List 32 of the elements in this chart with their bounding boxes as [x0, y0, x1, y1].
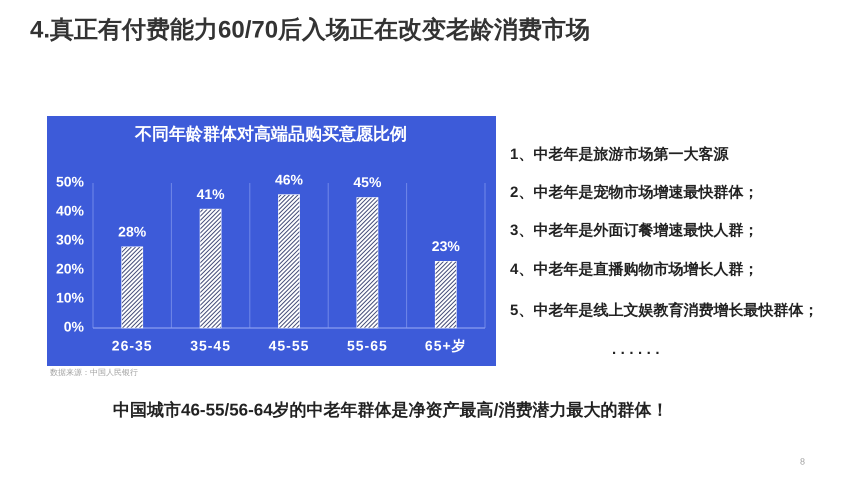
text: 8: [800, 456, 806, 466]
text: 2、中老年是宠物市场增速最快群体；: [510, 182, 758, 201]
y-tick-label: 40%: [56, 202, 85, 219]
y-tick-label: 20%: [56, 260, 85, 277]
data-label: 46%: [274, 171, 304, 188]
y-tick-label: 50%: [56, 174, 85, 190]
text: 1、中老年是旅游市场第一大客源: [510, 144, 730, 163]
bar: [200, 208, 222, 328]
bar: [356, 197, 378, 328]
source-note: 数据来源：中国人民银行: [50, 368, 138, 378]
bar: [278, 194, 300, 328]
data-label: 23%: [432, 238, 460, 254]
text: 4、中老年是直播购物市场增长人群；: [510, 260, 758, 278]
y-tick-label: 0%: [64, 318, 85, 335]
x-tick-label: 45-55: [268, 338, 310, 354]
x-tick-label: 55-65: [346, 338, 388, 354]
text: ......: [612, 340, 664, 358]
x-tick-label: 35-45: [190, 338, 232, 354]
y-tick-label: 30%: [56, 232, 85, 248]
chart-subtitle: 不同年龄群体对高端品购买意愿比例: [134, 124, 407, 144]
bar: [121, 246, 144, 328]
text: 5、中老年是线上文娱教育消费增长最快群体；: [510, 300, 818, 319]
text: 中国城市46-55/56-64岁的中老年群体是净资产最高/消费潜力最大的群体！: [113, 400, 668, 420]
x-tick-label: 26-35: [112, 338, 153, 354]
x-tick-label: 65+岁: [424, 338, 467, 354]
data-label: 45%: [353, 174, 382, 190]
data-label: 41%: [196, 186, 226, 202]
bar: [434, 261, 457, 328]
text: 3、中老年是外面订餐增速最快人群；: [510, 222, 758, 239]
y-tick-label: 10%: [56, 290, 85, 306]
chart-title: 4.真正有付费能力60/70后入场正在改变老龄消费市场: [30, 16, 590, 44]
data-label: 28%: [118, 224, 147, 240]
